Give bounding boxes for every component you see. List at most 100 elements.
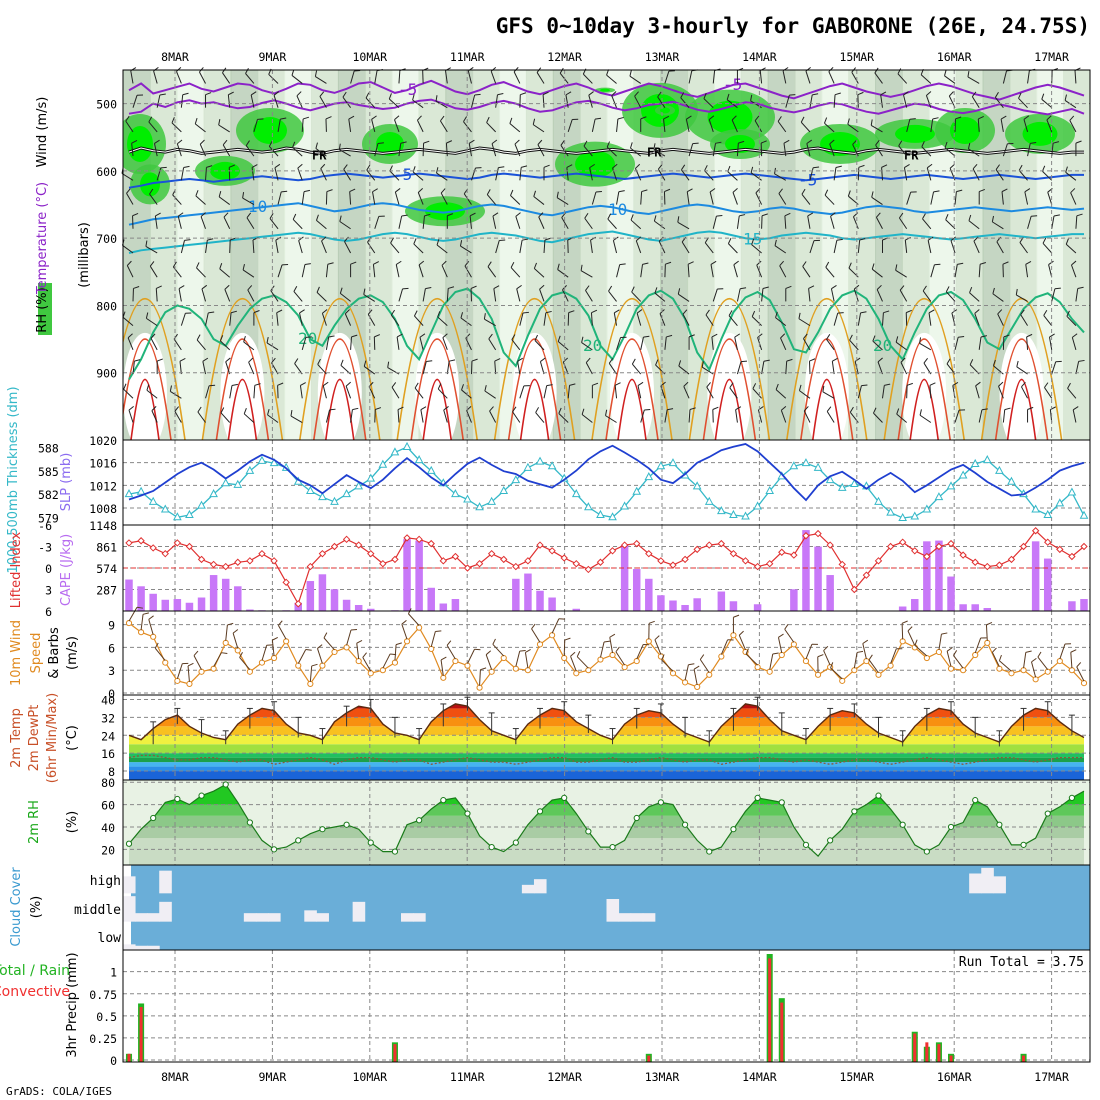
surface-wind-barb [524, 652, 529, 669]
upper-wind-barb [582, 73, 593, 84]
pressure-tick: 500 [96, 98, 117, 112]
surface-wind-barb-flag [1031, 657, 1037, 663]
cape-bar [548, 597, 556, 611]
upper-wind-barb-flag [510, 189, 514, 196]
wind-speed-point [295, 662, 302, 669]
upper-wind-barb-flag [184, 239, 191, 241]
upper-wind-barb-flag [174, 406, 180, 412]
lifted-index-point [681, 555, 689, 564]
lifted-index-point [391, 555, 399, 564]
surface-wind-barb-flag [278, 620, 283, 626]
upper-wind-barb [706, 386, 714, 399]
upper-wind-barb-flag [929, 382, 936, 386]
upper-wind-barb-flag [329, 408, 336, 411]
surface-wind-barb [261, 645, 268, 661]
surface-wind-barb [1031, 661, 1037, 678]
upper-wind-barb [828, 71, 835, 84]
surface-wind-barb-flag [148, 615, 154, 620]
upper-wind-barb-flag [195, 190, 199, 197]
upper-wind-barb-flag [366, 164, 371, 171]
cape-bar [790, 589, 798, 611]
upper-wind-barb-flag [435, 95, 438, 102]
upper-wind-barb [484, 318, 496, 327]
lifted-index-point [765, 559, 774, 568]
wind-speed-point [669, 670, 677, 677]
date-label-top: 9MAR [259, 50, 287, 64]
rh2m-point [730, 826, 737, 833]
rh2m-point [706, 848, 713, 855]
wind-speed-point [1056, 657, 1063, 665]
surface-wind-barb [805, 644, 813, 660]
upper-wind-barb [735, 409, 738, 423]
lifted-index-point [403, 534, 411, 542]
surface-wind-barb [991, 652, 1000, 667]
upper-wind-barb-flag [425, 287, 432, 290]
cape-bar [826, 575, 834, 611]
upper-wind-barb-flag [292, 213, 297, 220]
upper-wind-barb [519, 167, 522, 181]
upper-wind-barb-flag [992, 359, 996, 366]
wind-speed-point [814, 671, 822, 678]
wind-speed-point [839, 677, 846, 684]
lifted-index-point [427, 539, 435, 548]
upper-wind-barb [243, 413, 255, 423]
upper-wind-barb [151, 410, 158, 423]
surface-wind-barb [570, 656, 577, 672]
wind-speed-point [561, 654, 568, 662]
surface-wind-barb [154, 647, 166, 661]
upper-wind-barb [590, 240, 593, 254]
cloud-middle-bar [243, 913, 257, 922]
upper-wind-barb-flag [785, 285, 792, 289]
upper-wind-barb-flag [171, 117, 175, 124]
upper-wind-barb-flag [146, 384, 150, 391]
upper-wind-barb [149, 193, 158, 205]
upper-wind-barb [803, 338, 811, 351]
upper-wind-barb [154, 215, 158, 229]
surface-wind-barb-flag [699, 654, 705, 660]
upper-wind-barb [412, 171, 424, 181]
upper-wind-barb-flag [933, 190, 940, 193]
thickness-point [789, 461, 799, 470]
upper-wind-barb [757, 409, 763, 423]
upper-wind-barb [978, 409, 983, 423]
upper-wind-barb [396, 336, 400, 350]
upper-wind-barb-flag [712, 406, 719, 410]
rh2m-point [416, 817, 423, 824]
upper-wind-barb-flag [1027, 406, 1034, 410]
upper-wind-barb [654, 292, 666, 302]
upper-wind-barb-flag [247, 285, 253, 291]
upper-wind-barb [630, 147, 642, 157]
upper-wind-barb-flag [703, 92, 707, 99]
lifted-index-point [270, 557, 278, 565]
surface-wind-barb-flag [1025, 650, 1032, 653]
upper-wind-barb-flag [858, 164, 865, 168]
rh-dry-pocket [325, 363, 350, 440]
thickness-point [185, 509, 194, 518]
surface-wind-barb-flag [830, 662, 834, 669]
upper-wind-barb-flag [614, 309, 620, 314]
upper-wind-barb-flag [689, 407, 696, 411]
upper-wind-barb-flag [557, 335, 561, 342]
thickness-point [898, 512, 908, 522]
rh2m-point [778, 799, 785, 806]
surface-wind-barb [985, 624, 988, 641]
upper-wind-barb-flag [635, 236, 642, 242]
surface-wind-barb-flag [992, 647, 997, 653]
upper-wind-barb [677, 221, 690, 230]
upper-wind-barb-flag [182, 92, 189, 96]
wind-speed-point [440, 674, 447, 681]
temp-axis-label-1: 2m Temp [9, 708, 24, 768]
upper-wind-barb [436, 244, 448, 254]
upper-wind-barb [849, 339, 859, 351]
upper-wind-barb-flag [762, 286, 769, 289]
upper-wind-barb-flag [750, 166, 754, 173]
upper-wind-barb [994, 97, 1004, 108]
upper-wind-barb-flag [654, 287, 658, 294]
date-label-bottom: 8MAR [161, 1070, 189, 1084]
upper-wind-barb [1002, 143, 1008, 157]
lifted-index-point [1068, 552, 1076, 561]
upper-wind-barb [613, 312, 618, 326]
thickness-point [451, 489, 460, 498]
upper-wind-barb [898, 145, 908, 157]
upper-wind-barb-flag [413, 310, 418, 317]
